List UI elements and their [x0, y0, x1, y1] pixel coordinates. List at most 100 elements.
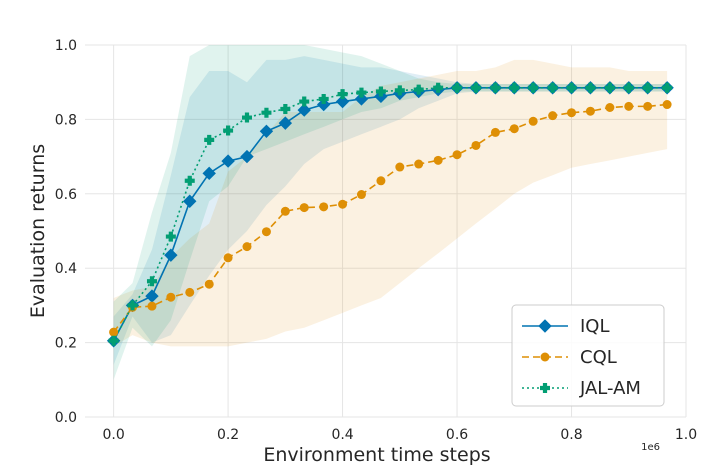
- marker-jal-am: [509, 82, 520, 93]
- marker-cql: [540, 352, 550, 362]
- marker-cql: [662, 100, 672, 110]
- y-axis-label: Evaluation returns: [27, 144, 49, 318]
- marker-jal-am: [394, 85, 405, 96]
- marker-jal-am: [662, 82, 673, 93]
- marker-cql: [109, 327, 119, 337]
- band-iql: [113, 56, 668, 365]
- marker-iql: [183, 194, 197, 208]
- y-tick-label: 1.0: [55, 38, 77, 54]
- marker-cql: [242, 242, 252, 252]
- marker-jal-am: [299, 96, 310, 107]
- marker-jal-am: [413, 84, 424, 95]
- marker-cql: [356, 190, 366, 200]
- y-tick-label: 0.4: [55, 261, 77, 277]
- marker-jal-am: [642, 82, 653, 93]
- marker-cql: [166, 292, 176, 302]
- marker-jal-am: [261, 107, 272, 118]
- marker-iql: [221, 154, 235, 168]
- x-tick-label: 0.0: [102, 427, 124, 443]
- marker-iql: [259, 124, 274, 139]
- y-tick-label: 0.0: [55, 410, 77, 426]
- legend-box: [511, 304, 665, 407]
- y-tick-label: 0.8: [55, 112, 77, 128]
- marker-jal-am: [433, 82, 444, 93]
- marker-cql: [585, 106, 595, 116]
- marker-jal-am: [241, 112, 252, 123]
- marker-cql: [433, 155, 443, 165]
- y-tick-label: 0.2: [55, 336, 77, 352]
- marker-jal-am: [280, 103, 291, 114]
- line-jal-am: [112, 86, 668, 342]
- marker-cql: [376, 176, 386, 186]
- band-jal-am: [113, 45, 668, 380]
- marker-jal-am: [585, 82, 596, 93]
- marker-cql: [605, 102, 615, 112]
- marker-iql: [202, 166, 216, 181]
- marker-cql: [643, 101, 653, 111]
- band-cql: [113, 59, 668, 347]
- x-axis-scale-label: 1e6: [641, 442, 660, 453]
- marker-jal-am: [356, 87, 367, 98]
- legend: IQL CQL JAL-AM: [511, 304, 665, 407]
- series-markers: [106, 81, 674, 348]
- marker-jal-am: [452, 82, 463, 93]
- x-tick-label: 0.4: [331, 427, 353, 443]
- marker-jal-am: [540, 383, 550, 393]
- marker-cql: [548, 111, 558, 121]
- marker-jal-am: [375, 86, 386, 97]
- tick-labels: 0.0 0.2 0.4 0.6 0.8 1.0 0.0 0.2 0.4 0.6 0.8 1.0: [55, 38, 697, 443]
- marker-jal-am: [547, 82, 558, 93]
- legend-label-cql: CQL: [580, 347, 617, 368]
- x-tick-label: 0.2: [217, 427, 239, 443]
- marker-iql: [240, 149, 254, 164]
- marker-jal-am: [604, 82, 615, 93]
- marker-cql: [223, 253, 233, 263]
- marker-jal-am: [165, 231, 176, 242]
- marker-cql: [395, 162, 405, 172]
- marker-cql: [204, 279, 214, 289]
- marker-cql: [338, 199, 348, 209]
- marker-iql: [278, 116, 293, 130]
- y-tick-label: 0.6: [55, 187, 77, 203]
- marker-cql: [319, 202, 329, 212]
- legend-label-jal-am: JAL-AM: [579, 378, 641, 399]
- marker-jal-am: [127, 300, 138, 311]
- x-tick-label: 0.6: [446, 427, 468, 443]
- marker-jal-am: [204, 134, 215, 145]
- marker-iql: [164, 248, 178, 262]
- marker-cql: [280, 206, 290, 216]
- marker-cql: [567, 108, 577, 118]
- marker-cql: [452, 150, 462, 160]
- marker-cql: [624, 101, 634, 111]
- marker-cql: [185, 287, 195, 297]
- marker-iql: [297, 103, 311, 117]
- marker-cql: [490, 127, 500, 137]
- marker-cql: [261, 227, 271, 237]
- marker-cql: [528, 116, 538, 126]
- marker-jal-am: [623, 82, 634, 93]
- marker-iql: [538, 319, 552, 333]
- marker-jal-am: [528, 82, 539, 93]
- marker-jal-am: [337, 89, 348, 100]
- marker-jal-am: [470, 82, 481, 93]
- marker-iql: [354, 92, 369, 106]
- x-axis-label: Environment time steps: [263, 444, 490, 466]
- marker-iql: [316, 97, 331, 112]
- legend-label-iql: IQL: [580, 316, 610, 337]
- marker-jal-am: [108, 335, 119, 346]
- marker-cql: [299, 203, 309, 213]
- marker-jal-am: [223, 125, 234, 136]
- marker-cql: [471, 140, 481, 150]
- x-tick-label: 1.0: [675, 427, 697, 443]
- marker-jal-am: [490, 82, 501, 93]
- marker-cql: [414, 159, 424, 169]
- x-tick-label: 0.8: [560, 427, 582, 443]
- marker-cql: [509, 124, 519, 134]
- marker-cql: [147, 301, 157, 311]
- confidence-bands: [113, 45, 668, 380]
- marker-iql: [335, 94, 350, 109]
- marker-jal-am: [566, 82, 577, 93]
- marker-jal-am: [146, 276, 157, 287]
- marker-jal-am: [184, 175, 195, 186]
